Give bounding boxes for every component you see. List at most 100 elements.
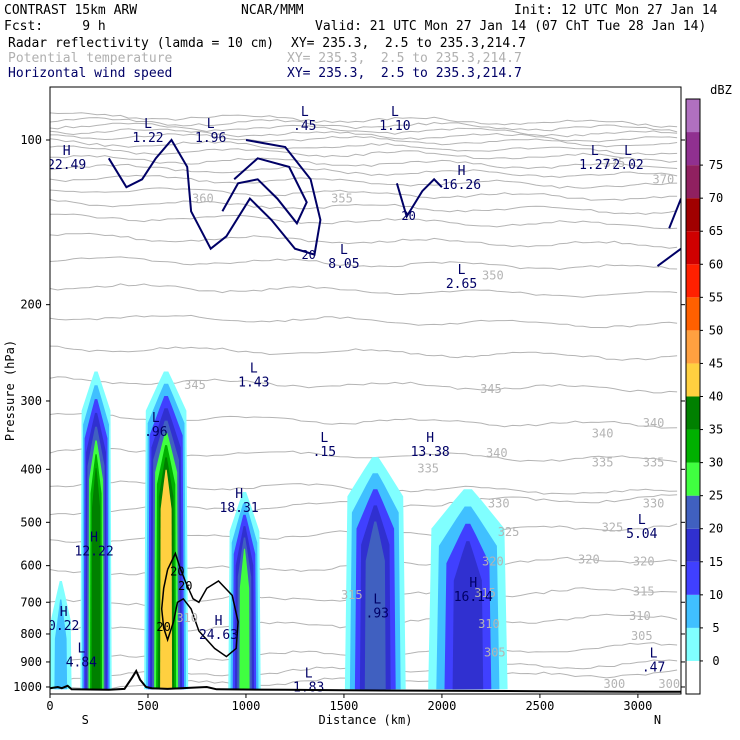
theta-contour-label: 300 <box>658 677 680 691</box>
x-axis-label: Distance (km) <box>319 713 413 727</box>
colorbar-tick-label: 50 <box>709 323 723 337</box>
field-xy-wind: XY= 235.3, 2.5 to 235.3,214.7 <box>287 66 522 81</box>
colorbar: dBZ 0 5 10 15 20 25 30 35 40 45 50 55 60 65 70 75 <box>685 83 732 695</box>
wind-contour-line <box>668 198 681 229</box>
extremum-type-label: L <box>144 117 152 132</box>
y-axis-label: Pressure (hPa) <box>3 340 17 441</box>
extremum-value-label: 1.27 <box>579 158 610 173</box>
colorbar-tick-label: 45 <box>709 356 723 370</box>
colorbar-swatch <box>686 528 700 562</box>
extremum-type-label: H <box>458 164 466 179</box>
theta-contour-label: 325 <box>498 525 520 539</box>
extremum-value-label: 1.22 <box>132 131 163 146</box>
colorbar-tick-label: 40 <box>709 390 723 404</box>
theta-contour-line <box>50 283 678 298</box>
colorbar-tick-label: 30 <box>709 456 723 470</box>
extremum-type-label: L <box>77 642 85 657</box>
extremum-value-label: 16.26 <box>442 178 481 193</box>
extremum-value-label: .93 <box>366 606 389 621</box>
theta-contour-label: 305 <box>484 646 506 660</box>
extremum-type-label: L <box>458 263 466 278</box>
theta-contour-line <box>50 163 678 178</box>
extremum-type-label: L <box>624 144 632 159</box>
y-tick-label: 900 <box>20 655 42 669</box>
extremum-type-label: H <box>469 576 477 591</box>
reflectivity-field <box>50 371 508 690</box>
colorbar-tick-label: 75 <box>709 158 723 172</box>
extremum-value-label: 13.38 <box>411 445 450 460</box>
theta-contour-label: 315 <box>633 584 655 598</box>
theta-contour-line <box>50 174 678 189</box>
extremum-type-label: L <box>591 144 599 159</box>
colorbar-tick-label: 25 <box>709 489 723 503</box>
theta-contour-line <box>50 187 678 201</box>
extremum-value-label: .45 <box>293 119 316 134</box>
x-tick-label: 500 <box>137 699 159 713</box>
extremum-value-label: .96 <box>144 425 167 440</box>
x-end-label-left: S <box>82 713 89 727</box>
colorbar-swatch <box>686 198 700 232</box>
extremum-type-label: L <box>301 105 309 120</box>
y-tick-label: 100 <box>20 133 42 147</box>
x-tick-label: 0 <box>46 699 53 713</box>
theta-contour-label: 335 <box>592 455 614 469</box>
extremum-type-label: L <box>373 592 381 607</box>
extremum-value-label: 1.10 <box>379 119 410 134</box>
wind-contour-label: 20 <box>401 209 415 223</box>
x-tick-label: 3000 <box>623 699 652 713</box>
wind-contour-line <box>221 157 308 226</box>
extremum-type-label: L <box>650 647 658 662</box>
colorbar-swatch <box>686 330 700 364</box>
theta-contour-line <box>50 345 678 361</box>
theta-contour-label: 310 <box>478 617 500 631</box>
colorbar-swatch <box>686 99 700 133</box>
extremum-type-label: H <box>90 530 98 545</box>
theta-contour-line <box>50 128 678 143</box>
forecast-hour: Fcst: 9 h <box>4 19 106 34</box>
colorbar-swatch <box>686 231 700 265</box>
y-tick-label: 500 <box>20 515 42 529</box>
field-xy-theta: XY= 235.3, 2.5 to 235.3,214.7 <box>287 51 522 66</box>
extremum-type-label: H <box>426 431 434 446</box>
theta-contour-label: 340 <box>592 427 614 441</box>
axes: 100 200 300 400 500 600 700 800 900 1000 0 500 1000 1… <box>3 133 685 727</box>
reflectivity-band <box>239 548 250 690</box>
extremum-value-label: 24.63 <box>199 628 238 643</box>
colorbar-tick-label: 15 <box>709 555 723 569</box>
theta-contour-line <box>50 112 678 128</box>
extremum-value-label: 1.43 <box>238 376 269 391</box>
extremum-value-label: 0.22 <box>48 619 79 634</box>
theta-contour-label: 345 <box>184 378 206 392</box>
colorbar-swatch <box>686 132 700 166</box>
organization: NCAR/MMM <box>241 3 304 18</box>
theta-contour-line <box>50 213 678 230</box>
wind-contour-black <box>160 551 239 658</box>
theta-contour-label: 305 <box>631 629 653 643</box>
init-time: Init: 12 UTC Mon 27 Jan 14 <box>514 3 718 18</box>
colorbar-tick-label: 35 <box>709 423 723 437</box>
theta-contour-label: 340 <box>643 416 665 430</box>
theta-contour-label: 310 <box>629 609 651 623</box>
theta-contour-label: 375 <box>604 156 626 170</box>
theta-contour-line <box>50 447 678 463</box>
colorbar-tick-label: 55 <box>709 290 723 304</box>
colorbar-swatch <box>686 627 700 661</box>
y-tick-label: 400 <box>20 462 42 476</box>
colorbar-tick-label: 0 <box>712 654 719 668</box>
plot-frame <box>49 86 682 695</box>
colorbar-swatch <box>686 396 700 430</box>
y-tick-label: 1000 <box>13 680 42 694</box>
theta-contour-line <box>50 117 678 133</box>
valid-time: Valid: 21 UTC Mon 27 Jan 14 (07 ChT Tue … <box>315 19 707 34</box>
theta-contour-label: 320 <box>578 553 600 567</box>
extremum-value-label: 8.05 <box>328 257 359 272</box>
colorbar-tick-label: 20 <box>709 522 723 536</box>
wind-contour-label: 20 <box>170 564 184 578</box>
extremum-type-label: L <box>152 411 160 426</box>
extremum-type-label: H <box>215 614 223 629</box>
theta-contour-label: 335 <box>643 455 665 469</box>
field-xy-reflectivity: XY= 235.3, 2.5 to 235.3,214.7 <box>291 36 526 51</box>
theta-contour-label: 320 <box>633 555 655 569</box>
extremum-type-label: H <box>235 487 243 502</box>
